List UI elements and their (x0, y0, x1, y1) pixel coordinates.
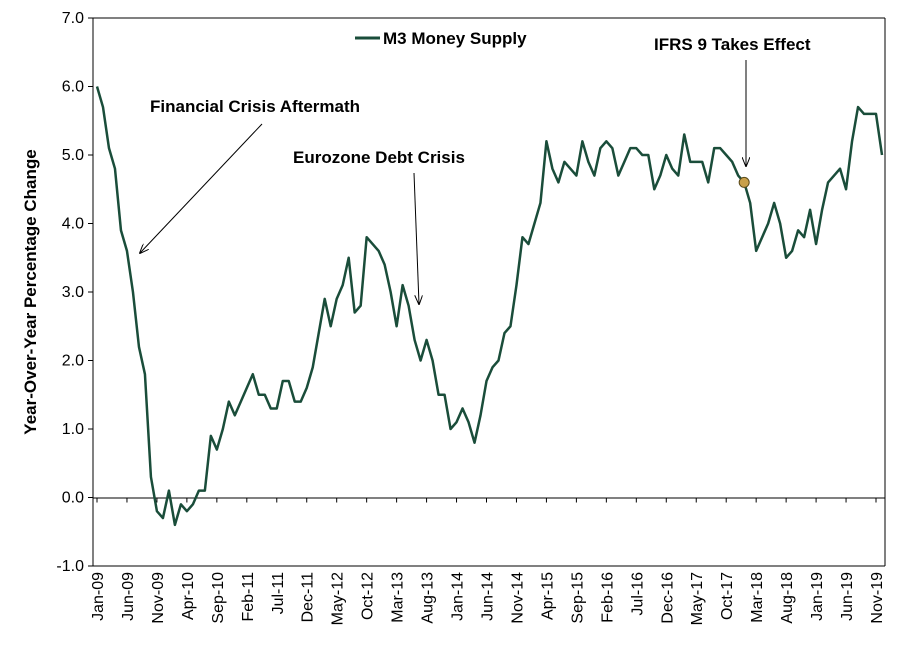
y-tick-label: -1.0 (56, 558, 84, 575)
y-tick-label: 0.0 (62, 490, 84, 507)
x-tick-label: Jun-09 (120, 572, 137, 621)
x-tick-label: Jan-09 (90, 572, 107, 621)
x-tick-label: Dec-16 (659, 572, 676, 624)
x-tick-label: Jun-19 (839, 572, 856, 621)
x-tick-label: Oct-12 (360, 572, 377, 620)
x-tick-label: Feb-16 (599, 572, 616, 623)
x-tick-label: Jun-14 (480, 572, 497, 621)
y-tick-label: 5.0 (62, 147, 84, 164)
x-tick-label: Aug-13 (420, 572, 437, 624)
x-tick-label: Nov-09 (150, 572, 167, 624)
x-tick-label: Jul-11 (270, 572, 287, 614)
x-tick-label: Jul-16 (629, 572, 646, 616)
y-tick-label: 2.0 (62, 353, 84, 370)
y-tick-label: 4.0 (62, 216, 84, 233)
y-tick-label: 7.0 (62, 10, 84, 27)
x-tick-label: Nov-14 (509, 572, 526, 624)
y-tick-label: 3.0 (62, 284, 84, 301)
x-axis: Jan-09 Jun-09 Nov-09 Apr-10 Sep-10 Feb-11 Jul-… (90, 497, 886, 625)
x-tick-label: Jan-14 (450, 572, 467, 621)
x-tick-label: May-12 (330, 572, 347, 625)
legend: M3 Money Supply (355, 29, 527, 48)
annotation-ifrs9: IFRS 9 Takes Effect (654, 35, 811, 54)
ifrs9-marker-point (738, 176, 750, 188)
x-tick-label: Nov-19 (869, 572, 886, 624)
x-tick-label: Oct-17 (719, 572, 736, 620)
x-tick-label: Apr-15 (539, 572, 556, 620)
annotation-eurozone-crisis: Eurozone Debt Crisis (293, 148, 465, 167)
x-tick-label: Feb-11 (240, 572, 257, 622)
y-tick-label: 1.0 (62, 421, 84, 438)
y-axis-title: Year-Over-Year Percentage Change (21, 149, 40, 434)
x-tick-label: Mar-13 (390, 572, 407, 623)
annotation-arrow-financial-crisis (140, 123, 263, 253)
series-layer (95, 86, 884, 527)
x-tick-label: May-17 (689, 572, 706, 625)
y-tick-label: 6.0 (62, 79, 84, 96)
series-line-m3 (95, 86, 884, 527)
annotation-financial-crisis: Financial Crisis Aftermath (150, 97, 360, 116)
x-tick-label: Jan-19 (809, 572, 826, 621)
x-tick-label: Aug-18 (779, 572, 796, 624)
x-tick-label: Dec-11 (300, 572, 317, 622)
annotation-arrow-eurozone-crisis (413, 172, 419, 304)
y-axis: -1.0 0.0 1.0 2.0 3.0 4.0 5.0 6.0 7.0 (56, 10, 93, 575)
annotations: Financial Crisis Aftermath Eurozone Debt… (140, 35, 811, 304)
legend-label-m3: M3 Money Supply (383, 29, 527, 48)
x-tick-label: Sep-10 (210, 572, 227, 624)
x-tick-label: Sep-15 (569, 572, 586, 624)
x-tick-label: Apr-10 (180, 572, 197, 620)
x-tick-label: Mar-18 (749, 572, 766, 623)
